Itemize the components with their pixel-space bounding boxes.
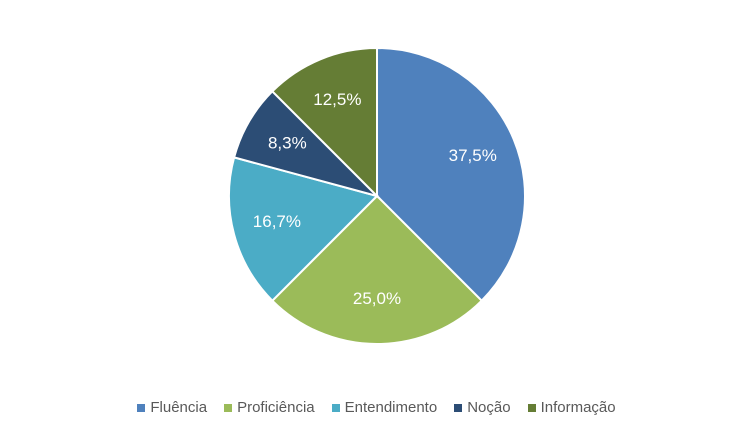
legend-item: Fluência — [137, 399, 207, 416]
legend-swatch — [224, 403, 233, 412]
pie-slice — [270, 46, 378, 199]
legend-swatch — [454, 403, 463, 412]
data-label: 12,5% — [313, 90, 361, 109]
data-label: 16,7% — [253, 212, 301, 231]
legend-label: Informação — [540, 399, 616, 416]
legend-label: Entendimento — [344, 399, 438, 416]
legend-swatch — [137, 403, 146, 412]
data-label: 37,5% — [449, 146, 497, 165]
legend-swatch — [527, 403, 536, 412]
pie-slice — [270, 194, 484, 345]
legend-item: Informação — [527, 399, 616, 416]
legend-swatch — [331, 403, 340, 412]
legend-label: Fluência — [150, 399, 208, 416]
legend-label: Proficiência — [237, 399, 315, 416]
pie-slice — [376, 46, 526, 303]
data-label: 25,0% — [353, 289, 401, 308]
legend: Fluência Proficiência Entendimento Noção Inf… — [0, 399, 753, 416]
pie-slice — [228, 156, 379, 303]
legend-item: Noção — [454, 399, 511, 416]
legend-label: Noção — [467, 399, 511, 416]
legend-item: Entendimento — [331, 399, 438, 416]
pie-area: 37,5% 25,0% 16,7% 8,3% 12,5% — [228, 46, 526, 345]
legend-item: Proficiência — [224, 399, 315, 416]
data-label: 8,3% — [268, 134, 307, 153]
